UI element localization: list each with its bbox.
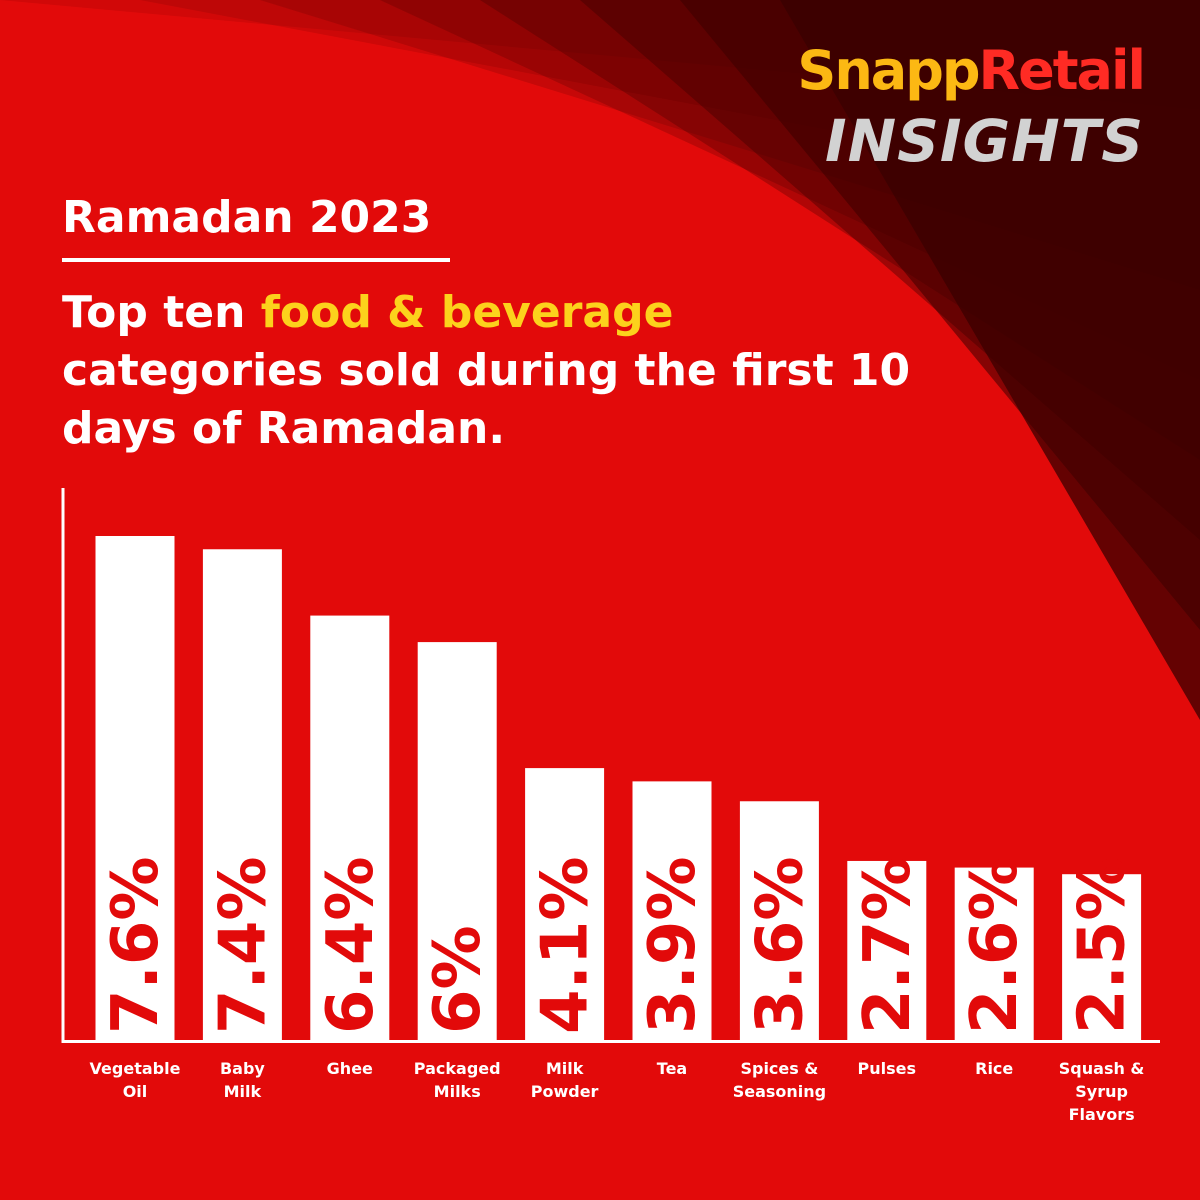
category-label-10-line-1: Squash & (1059, 1059, 1145, 1078)
bar-2 (202, 549, 282, 1040)
category-label-1-line-2: Oil (123, 1082, 148, 1101)
category-label-10-line-3: Flavors (1069, 1105, 1135, 1124)
event-title: Ramadan 2023 (62, 192, 432, 243)
category-label-8-line-1: Pulses (858, 1059, 917, 1078)
bar-9 (954, 867, 1034, 1040)
bar-value-label-9: 2.6% (958, 857, 1032, 1035)
bar-4 (417, 642, 497, 1040)
bar-value-label-5: 4.1% (529, 857, 603, 1035)
bar-10 (1062, 874, 1142, 1040)
bar-5 (525, 768, 605, 1040)
category-label-6-line-1: Tea (657, 1059, 687, 1078)
bar-value-label-8: 2.7% (851, 857, 925, 1035)
brand-logo-part2: Retail (978, 39, 1146, 102)
category-label-2-line-1: Baby (220, 1059, 265, 1078)
headline-post: categories sold during the first 10 days… (62, 345, 911, 454)
brand-logo: SnappRetail (797, 44, 1146, 98)
bar-value-label-7: 3.6% (743, 857, 817, 1035)
bar-value-label-10: 2.5% (1066, 857, 1140, 1035)
bar-value-label-6: 3.9% (636, 857, 710, 1035)
headline-pre: Top ten (62, 287, 261, 338)
event-title-underline (62, 258, 450, 262)
category-label-9-line-1: Rice (975, 1059, 1013, 1078)
bar-3 (310, 615, 390, 1040)
background-stripe-8 (780, 0, 1200, 720)
category-label-10-line-2: Syrup (1075, 1082, 1128, 1101)
category-label-4-line-2: Milks (434, 1082, 481, 1101)
bar-value-label-4: 6% (421, 925, 495, 1034)
category-label-3-line-1: Ghee (327, 1059, 373, 1078)
bar-8 (847, 860, 927, 1040)
category-label-5-line-2: Powder (531, 1082, 599, 1101)
category-label-2-line-2: Milk (224, 1082, 262, 1101)
bar-value-label-1: 7.6% (99, 857, 173, 1035)
brand-logo-part1: Snapp (797, 39, 980, 102)
headline-highlight: food & beverage (260, 287, 674, 338)
category-label-7-line-1: Spices & (740, 1059, 818, 1078)
bar-value-label-3: 6.4% (314, 857, 388, 1035)
bar-value-label-2: 7.4% (206, 857, 280, 1035)
category-label-1-line-1: Vegetable (90, 1059, 181, 1078)
headline: Top ten food & beverage categories sold … (62, 284, 922, 458)
category-label-5-line-1: Milk (546, 1059, 584, 1078)
bar-chart: 7.6% Vegetable Oil 7.4% Baby Milk 6.4% Ghee 6% Pa… (61, 488, 1160, 1124)
brand-subtitle: INSIGHTS (825, 107, 1144, 175)
bar-1 (95, 536, 175, 1040)
bar-7 (739, 801, 819, 1040)
bar-6 (632, 781, 712, 1040)
category-label-7-line-2: Seasoning (733, 1082, 826, 1101)
category-label-4-line-1: Packaged (414, 1059, 501, 1078)
